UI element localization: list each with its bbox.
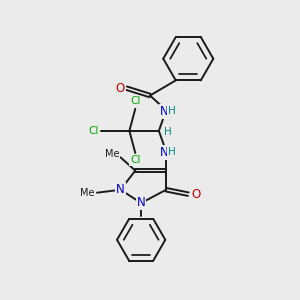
Text: H: H	[164, 127, 172, 137]
Text: Me: Me	[80, 188, 94, 198]
Text: O: O	[116, 82, 125, 95]
Text: Cl: Cl	[88, 126, 98, 136]
Text: H: H	[168, 147, 176, 158]
Text: N: N	[137, 196, 146, 209]
Text: N: N	[160, 146, 169, 159]
Text: H: H	[168, 106, 176, 116]
Text: Me: Me	[105, 149, 119, 159]
Text: N: N	[116, 183, 125, 196]
Text: Cl: Cl	[130, 155, 140, 165]
Text: Cl: Cl	[130, 96, 140, 106]
Text: O: O	[192, 188, 201, 201]
Text: N: N	[160, 105, 169, 118]
